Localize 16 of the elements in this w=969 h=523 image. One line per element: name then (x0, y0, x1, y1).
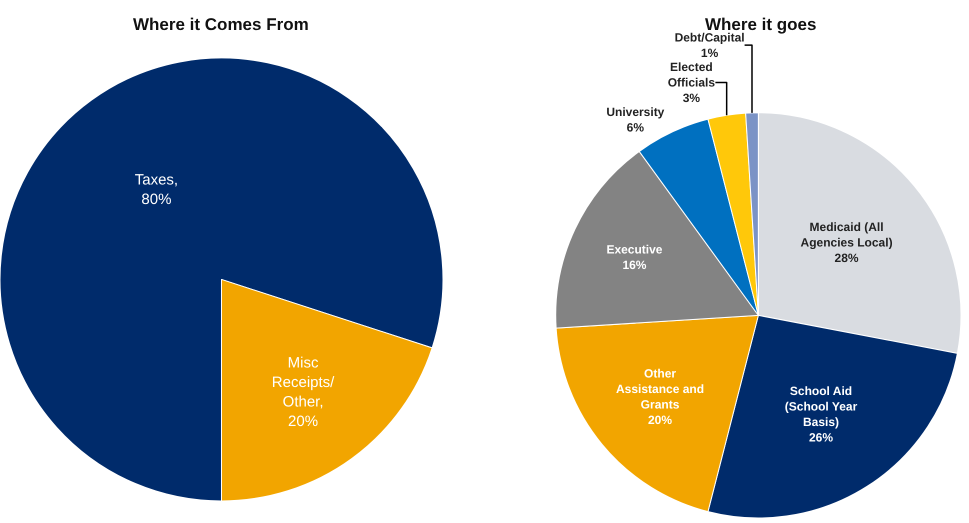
slice-label: Elected Officials (668, 60, 716, 90)
data-label: 6% (626, 120, 644, 135)
slice-label: Executive (606, 242, 663, 256)
slice-label: Misc Receipts/ Other, 20% (272, 354, 336, 430)
slice-label: Other Assistance and Grants (616, 366, 704, 412)
chart-title: Where it Comes From (133, 15, 309, 34)
slice-label: Taxes, 80% (134, 172, 178, 208)
slice-label: Medicaid (All Agencies Local) (800, 220, 893, 250)
data-label: 26% (808, 430, 834, 445)
slice-label: School Aid (School Year Basis) (784, 384, 858, 430)
data-label: 28% (834, 251, 859, 266)
data-label: 20% (648, 413, 672, 428)
data-label: 3% (682, 91, 700, 106)
data-label: 16% (622, 258, 647, 272)
data-label: 1% (700, 46, 719, 60)
slice-label: University (606, 105, 665, 120)
